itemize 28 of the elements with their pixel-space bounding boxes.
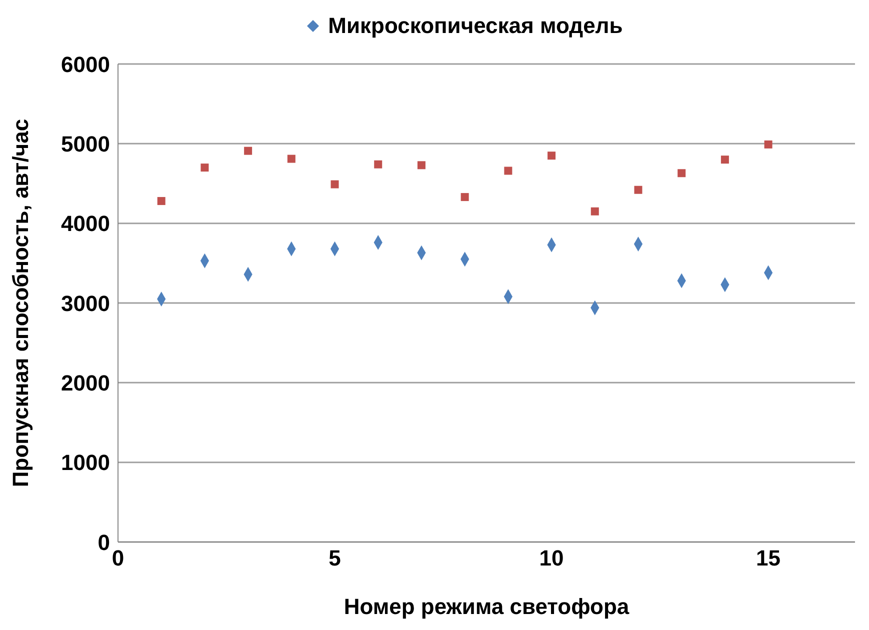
y-tick-label: 6000 [61, 52, 110, 77]
point [287, 154, 296, 163]
legend-label: Микроскопическая модель [328, 13, 623, 39]
point [764, 140, 772, 148]
x-tick-label: 5 [328, 546, 341, 571]
point [200, 164, 209, 172]
y-tick-label: 4000 [61, 211, 110, 236]
point [330, 180, 339, 188]
point [548, 152, 556, 160]
x-axis-title: Номер режима светофора [344, 594, 630, 619]
point [504, 166, 512, 175]
point [590, 207, 599, 216]
point [634, 186, 642, 194]
y-tick-label: 2000 [61, 370, 110, 396]
point [417, 161, 426, 170]
x-tick-label: 15 [756, 546, 781, 571]
y-tick-label: 5000 [61, 131, 110, 156]
point [374, 160, 382, 168]
point [678, 169, 686, 178]
y-tick-label: 3000 [61, 290, 110, 316]
point [720, 156, 729, 164]
point [244, 146, 252, 155]
y-tick-label: 1000 [61, 450, 110, 476]
x-tick-label: 10 [539, 546, 564, 571]
y-axis-title: Пропускная способность, авт/час [8, 118, 33, 488]
point [460, 193, 469, 202]
y-tick-label: 0 [98, 530, 110, 555]
point [157, 197, 166, 206]
